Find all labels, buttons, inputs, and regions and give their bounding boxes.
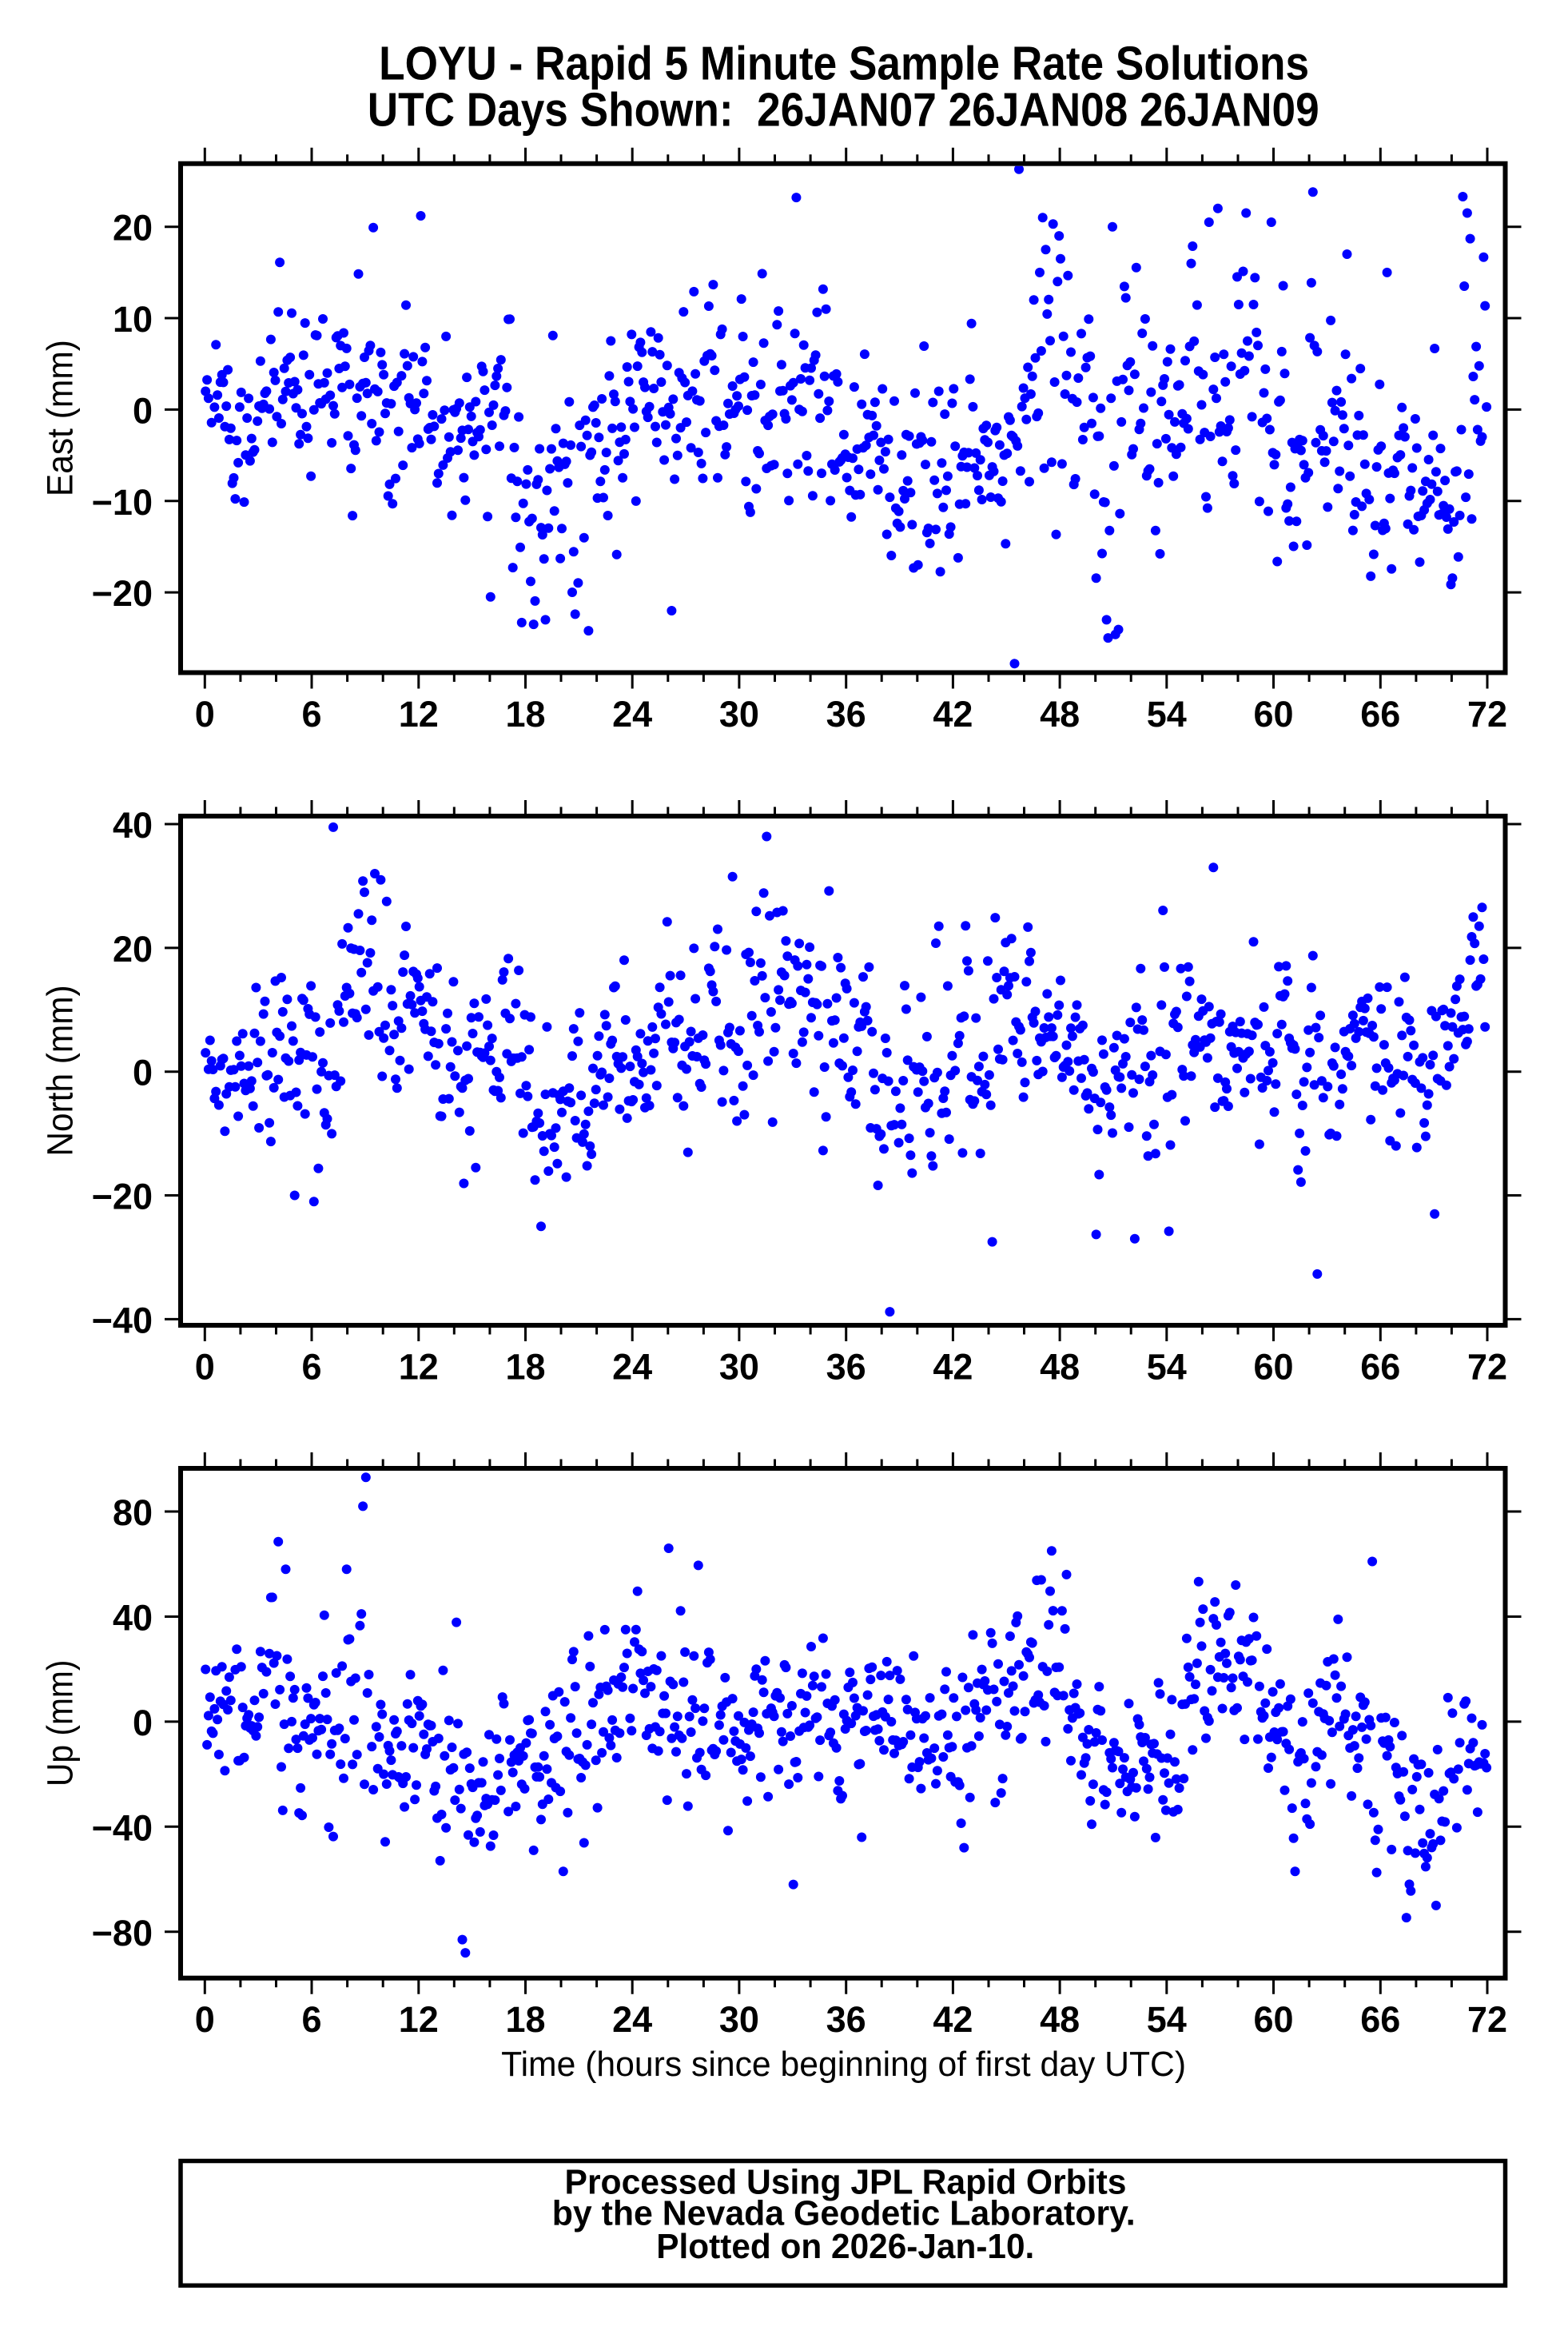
svg-text:0: 0 <box>133 1053 153 1093</box>
svg-text:by the Nevada Geodetic Laborat: by the Nevada Geodetic Laboratory. <box>552 2194 1136 2233</box>
svg-text:48: 48 <box>1040 1347 1080 1388</box>
svg-text:20: 20 <box>113 208 153 249</box>
svg-text:72: 72 <box>1467 1999 1507 2040</box>
svg-text:Processed Using JPL Rapid Orbi: Processed Using JPL Rapid Orbits <box>565 2163 1127 2202</box>
svg-text:30: 30 <box>719 1999 759 2040</box>
svg-text:24: 24 <box>612 694 652 735</box>
svg-text:20: 20 <box>113 929 153 970</box>
svg-text:−40: −40 <box>92 1300 153 1340</box>
svg-text:LOYU - Rapid 5 Minute Sample R: LOYU - Rapid 5 Minute Sample Rate Soluti… <box>379 38 1309 90</box>
svg-text:48: 48 <box>1040 1999 1080 2040</box>
svg-text:72: 72 <box>1467 1347 1507 1388</box>
svg-text:UTC Days Shown: 26JAN07 26JAN: UTC Days Shown: 26JAN07 26JAN08 26JAN09 <box>368 84 1319 137</box>
svg-text:66: 66 <box>1360 1999 1400 2040</box>
svg-text:72: 72 <box>1467 694 1507 735</box>
svg-text:0: 0 <box>195 694 215 735</box>
svg-text:Plotted on 2026-Jan-10.: Plotted on 2026-Jan-10. <box>656 2227 1034 2266</box>
svg-text:36: 36 <box>826 1999 866 2040</box>
svg-text:66: 66 <box>1360 1347 1400 1388</box>
svg-text:60: 60 <box>1253 1347 1293 1388</box>
svg-text:North (mm): North (mm) <box>39 985 80 1156</box>
svg-text:6: 6 <box>301 694 321 735</box>
svg-text:−20: −20 <box>92 573 153 614</box>
svg-text:80: 80 <box>113 1492 153 1533</box>
svg-text:42: 42 <box>933 1347 973 1388</box>
svg-text:18: 18 <box>505 1347 545 1388</box>
svg-text:12: 12 <box>399 694 439 735</box>
svg-text:−80: −80 <box>92 1913 153 1954</box>
svg-text:40: 40 <box>113 805 153 846</box>
svg-text:30: 30 <box>719 694 759 735</box>
svg-text:54: 54 <box>1147 1999 1187 2040</box>
svg-text:6: 6 <box>301 1347 321 1388</box>
svg-text:East (mm): East (mm) <box>39 340 80 496</box>
svg-text:60: 60 <box>1253 1999 1293 2040</box>
svg-text:−10: −10 <box>92 482 153 523</box>
svg-text:18: 18 <box>505 694 545 735</box>
svg-text:0: 0 <box>195 1999 215 2040</box>
svg-text:24: 24 <box>612 1347 652 1388</box>
svg-text:0: 0 <box>133 1703 153 1743</box>
svg-text:24: 24 <box>612 1999 652 2040</box>
svg-text:12: 12 <box>399 1999 439 2040</box>
svg-text:60: 60 <box>1253 694 1293 735</box>
svg-text:42: 42 <box>933 694 973 735</box>
svg-text:−20: −20 <box>92 1177 153 1217</box>
svg-text:18: 18 <box>505 1999 545 2040</box>
svg-text:6: 6 <box>301 1999 321 2040</box>
svg-text:42: 42 <box>933 1999 973 2040</box>
svg-text:Up (mm): Up (mm) <box>39 1660 80 1786</box>
svg-text:66: 66 <box>1360 694 1400 735</box>
svg-text:10: 10 <box>113 299 153 340</box>
svg-text:30: 30 <box>719 1347 759 1388</box>
svg-text:48: 48 <box>1040 694 1080 735</box>
svg-text:0: 0 <box>195 1347 215 1388</box>
svg-text:12: 12 <box>399 1347 439 1388</box>
svg-text:−40: −40 <box>92 1807 153 1848</box>
svg-text:54: 54 <box>1147 1347 1187 1388</box>
svg-text:40: 40 <box>113 1598 153 1639</box>
svg-text:36: 36 <box>826 694 866 735</box>
svg-text:Time (hours since beginning of: Time (hours since beginning of first day… <box>501 2045 1186 2084</box>
svg-text:36: 36 <box>826 1347 866 1388</box>
svg-text:54: 54 <box>1147 694 1187 735</box>
svg-text:0: 0 <box>133 390 153 431</box>
